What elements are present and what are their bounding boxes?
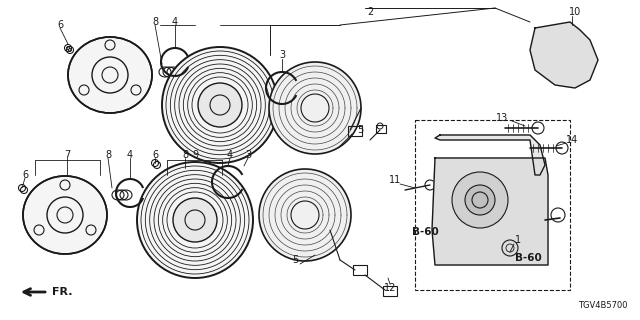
Polygon shape <box>432 158 548 265</box>
Text: 3: 3 <box>245 150 251 160</box>
Circle shape <box>162 47 278 163</box>
Text: TGV4B5700: TGV4B5700 <box>579 301 628 310</box>
Bar <box>353 265 367 275</box>
Text: B-60: B-60 <box>515 253 541 263</box>
Text: 10: 10 <box>569 7 581 17</box>
Ellipse shape <box>23 176 107 254</box>
Text: FR.: FR. <box>52 287 72 297</box>
Text: 4: 4 <box>127 150 133 160</box>
Text: 8: 8 <box>105 150 111 160</box>
Text: 9: 9 <box>192 150 198 160</box>
Text: B-60: B-60 <box>412 227 438 237</box>
Text: 8: 8 <box>152 17 158 27</box>
Bar <box>415 120 570 290</box>
Text: 12: 12 <box>384 283 396 293</box>
Text: 1: 1 <box>515 235 521 245</box>
Text: 7: 7 <box>64 150 70 160</box>
Polygon shape <box>435 135 545 175</box>
Text: 5: 5 <box>292 255 298 265</box>
Text: 11: 11 <box>389 175 401 185</box>
Bar <box>376 125 386 133</box>
Circle shape <box>452 172 508 228</box>
Circle shape <box>465 185 495 215</box>
Text: 14: 14 <box>566 135 578 145</box>
Circle shape <box>562 48 582 68</box>
Text: 3: 3 <box>279 50 285 60</box>
Text: 8: 8 <box>182 150 188 160</box>
Circle shape <box>259 169 351 261</box>
Text: 6: 6 <box>152 150 158 160</box>
Text: 4: 4 <box>172 17 178 27</box>
Circle shape <box>137 162 253 278</box>
Text: 13: 13 <box>496 113 508 123</box>
Ellipse shape <box>68 37 152 113</box>
Text: 6: 6 <box>57 20 63 30</box>
Circle shape <box>269 62 361 154</box>
Bar <box>348 126 362 136</box>
Circle shape <box>173 198 217 242</box>
Polygon shape <box>530 22 598 88</box>
Bar <box>383 286 397 296</box>
Text: 6: 6 <box>22 170 28 180</box>
Text: 2: 2 <box>367 7 373 17</box>
Text: 4: 4 <box>227 150 233 160</box>
Text: 5: 5 <box>357 125 363 135</box>
Circle shape <box>198 83 242 127</box>
